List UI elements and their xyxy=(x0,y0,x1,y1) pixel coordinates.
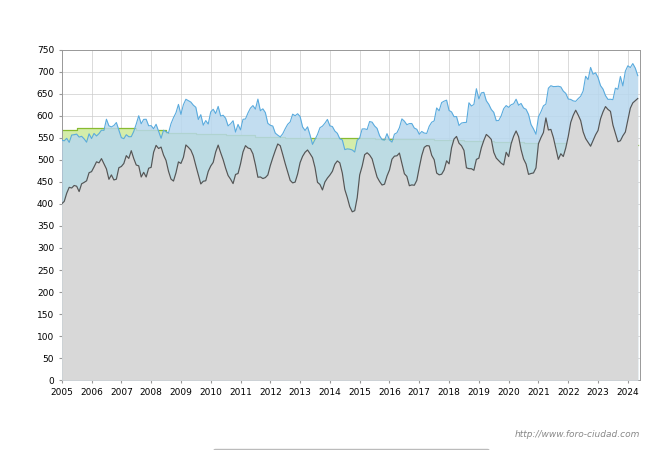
Legend: Ocupados, Parados, Hab. entre 16-64: Ocupados, Parados, Hab. entre 16-64 xyxy=(213,449,489,450)
Text: Cuacos de Yuste - Evolucion de la poblacion en edad de Trabajar Mayo de 2024: Cuacos de Yuste - Evolucion de la poblac… xyxy=(91,18,559,31)
Text: http://www.foro-ciudad.com: http://www.foro-ciudad.com xyxy=(515,430,640,439)
